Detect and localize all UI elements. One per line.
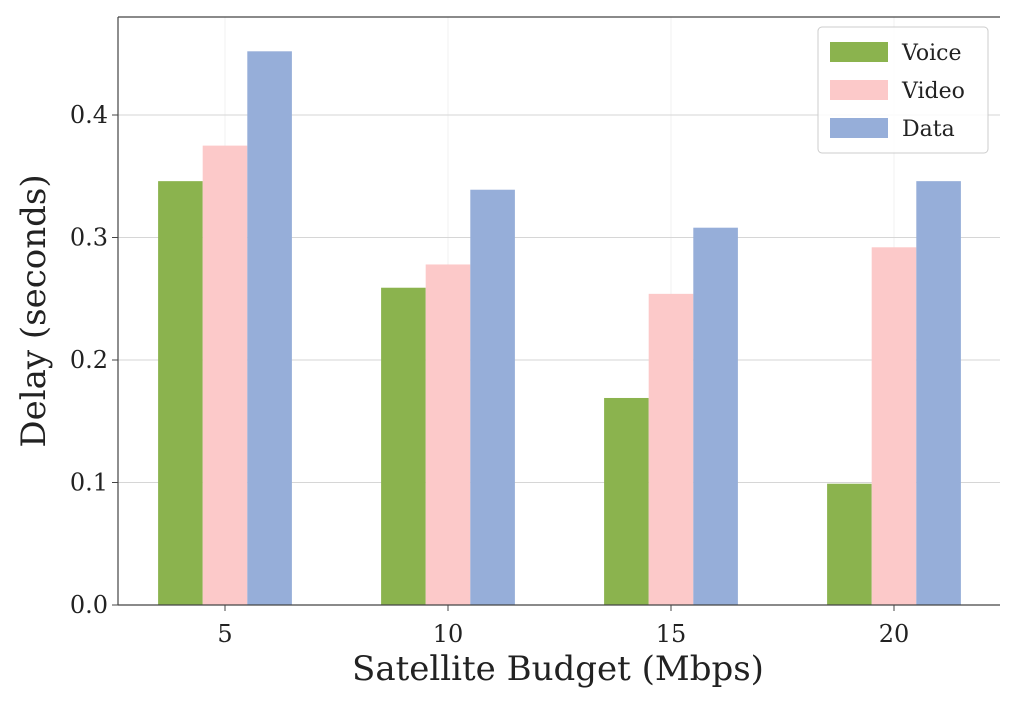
x-axis-label: Satellite Budget (Mbps): [352, 649, 764, 689]
x-tick-label-2: 15: [656, 620, 687, 648]
legend: Voice Video Data: [817, 26, 989, 154]
bar-video-10: [425, 264, 471, 605]
bar-data-15: [693, 227, 738, 605]
bar-voice-20: [827, 483, 872, 605]
ticks: 0.0 0.1 0.2 0.3 0.4 5 10 15 20: [70, 101, 909, 648]
bar-video-20: [871, 247, 917, 606]
y-tick-label-2: 0.2: [70, 346, 108, 374]
bar-data-10: [470, 189, 515, 605]
legend-label-data: Data: [902, 117, 955, 142]
bar-video-5: [202, 145, 248, 605]
legend-label-video: Video: [901, 79, 965, 104]
bar-video-15: [648, 293, 694, 605]
bar-data-20: [916, 181, 961, 605]
x-tick-label-1: 10: [433, 620, 464, 648]
x-tick-label-0: 5: [217, 620, 232, 648]
y-tick-label-0: 0.0: [70, 591, 108, 619]
y-tick-label-4: 0.4: [70, 101, 108, 129]
legend-label-voice: Voice: [901, 41, 962, 66]
legend-swatch-data: [830, 118, 888, 138]
legend-swatch-voice: [830, 42, 888, 62]
y-tick-label-1: 0.1: [70, 469, 108, 497]
bars: [158, 51, 961, 606]
bar-voice-10: [381, 287, 426, 605]
y-tick-label-3: 0.3: [70, 224, 108, 252]
x-tick-label-3: 20: [879, 620, 910, 648]
y-axis-label: Delay (seconds): [14, 174, 54, 447]
bar-data-5: [247, 51, 292, 606]
bar-voice-15: [604, 397, 649, 605]
legend-swatch-video: [830, 80, 888, 100]
bar-voice-5: [158, 181, 203, 605]
